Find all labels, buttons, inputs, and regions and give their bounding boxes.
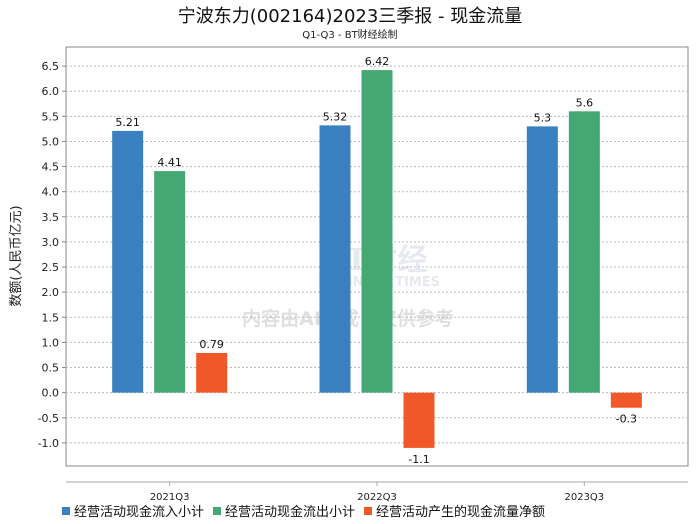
bar — [112, 130, 144, 393]
y-tick-label: 5.0 — [42, 135, 60, 148]
y-tick-label: -0.5 — [38, 412, 59, 425]
data-label: 5.21 — [115, 116, 140, 129]
y-tick-label: 3.0 — [42, 236, 60, 249]
y-tick-label: 3.5 — [42, 211, 60, 224]
legend-label: 经营活动产生的现金流量净额 — [376, 504, 545, 520]
y-tick-label: 5.5 — [42, 110, 60, 123]
bar — [610, 392, 642, 408]
y-tick-label: 2.0 — [42, 286, 60, 299]
bar — [526, 126, 558, 393]
bar — [319, 125, 351, 393]
y-tick-label: -1.0 — [38, 437, 59, 450]
data-label: 0.79 — [199, 338, 224, 351]
y-tick-label: 6.5 — [42, 60, 60, 73]
y-axis-label: 数额(人民币亿元) — [9, 205, 24, 306]
legend-label: 经营活动现金流出小计 — [225, 504, 355, 520]
bar — [154, 171, 186, 393]
plot-area — [65, 46, 689, 467]
data-label: 5.3 — [534, 111, 552, 124]
y-tick-label: 0.0 — [42, 387, 60, 400]
y-tick-label: 4.5 — [42, 161, 60, 174]
legend-swatch — [213, 507, 221, 515]
data-label: 5.32 — [323, 110, 348, 123]
x-tick-label: 2022Q3 — [357, 492, 397, 503]
data-label: 4.41 — [157, 156, 182, 169]
y-tick-label: 6.0 — [42, 85, 60, 98]
y-tick-label: 4.0 — [42, 186, 60, 199]
data-label: 5.6 — [576, 96, 594, 109]
legend-label: 经营活动现金流入小计 — [74, 504, 204, 520]
legend-swatch — [364, 507, 372, 515]
data-label: -0.3 — [616, 413, 637, 426]
y-tick-label: 1.5 — [42, 311, 60, 324]
bar — [568, 111, 600, 393]
y-tick-label: 1.0 — [42, 336, 60, 349]
x-tick-label: 2023Q3 — [564, 492, 604, 503]
chart-title: 宁波东力(002164)2023三季报 - 现金流量 — [178, 6, 523, 27]
x-tick-label: 2021Q3 — [150, 492, 190, 503]
bar — [361, 70, 393, 393]
data-label: 6.42 — [365, 55, 390, 68]
chart-subtitle: Q1-Q3 - BT财经绘制 — [302, 28, 397, 41]
bar — [403, 392, 435, 448]
y-tick-label: 2.5 — [42, 261, 60, 274]
data-label: -1.1 — [408, 453, 429, 466]
legend-swatch — [62, 507, 70, 515]
bar — [196, 352, 228, 393]
y-tick-label: 0.5 — [42, 362, 60, 375]
